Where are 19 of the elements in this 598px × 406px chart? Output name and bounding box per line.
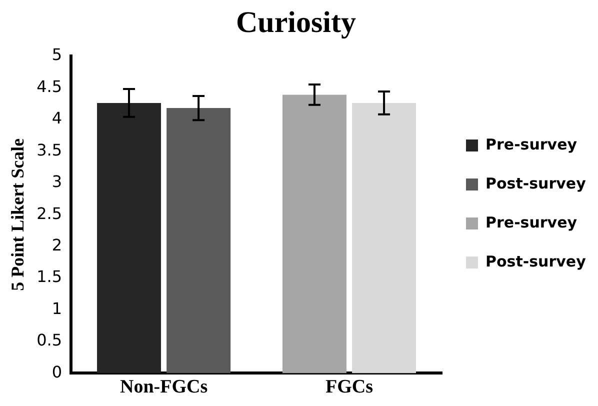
y-tick-label: 1 xyxy=(52,298,62,318)
x-tick-label: FGCs xyxy=(326,376,374,398)
y-tick-label: 0 xyxy=(52,362,62,382)
x-tick-label: Non-FGCs xyxy=(120,376,208,398)
y-axis-title: 5 Point Likert Scale xyxy=(7,138,28,291)
chart-title: Curiosity xyxy=(236,6,356,39)
y-tick-label: 3.5 xyxy=(36,140,62,160)
y-tick-label: 3 xyxy=(52,172,62,192)
y-tick-label: 2.5 xyxy=(36,204,62,223)
legend-label: Pre-survey xyxy=(486,135,578,154)
legend-label: Post-survey xyxy=(486,252,586,270)
legend-label: Pre-survey xyxy=(486,213,578,232)
y-tick-label: 5 xyxy=(52,45,62,64)
y-tick-label: 4 xyxy=(52,108,62,128)
y-tick-label: 2 xyxy=(52,235,62,254)
y-tick-label: 4.5 xyxy=(36,76,62,96)
y-tick-label: 0.5 xyxy=(36,330,62,350)
y-tick-label: 1.5 xyxy=(36,267,62,286)
legend-label: Post-survey xyxy=(486,174,586,192)
